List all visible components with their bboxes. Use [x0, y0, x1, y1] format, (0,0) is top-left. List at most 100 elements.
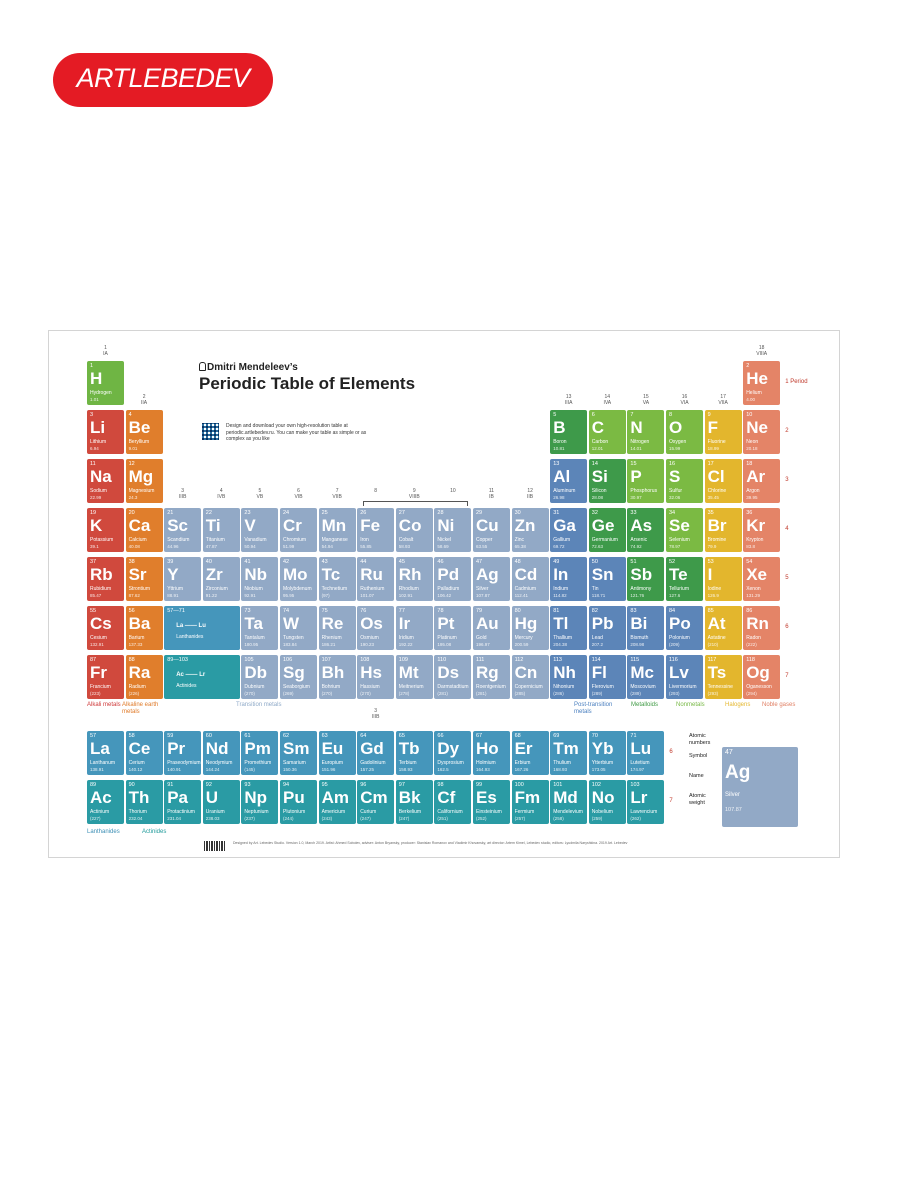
element-po[interactable]: 84 Po Polonium (209) [666, 606, 703, 650]
element-ag[interactable]: 47 Ag Silver 107.87 [473, 557, 510, 601]
artlebedev-logo[interactable]: ARTLEBEDEV [53, 53, 273, 107]
element-sc[interactable]: 21 Sc Scandium 44.96 [164, 508, 202, 552]
element-rb[interactable]: 37 Rb Rubidium 85.47 [87, 557, 124, 601]
element-ru[interactable]: 44 Ru Ruthenium 101.07 [357, 557, 395, 601]
element-n[interactable]: 7 N Nitrogen 14.01 [627, 410, 665, 454]
element-ge[interactable]: 32 Ge Germanium 72.63 [588, 508, 626, 552]
element-cr[interactable]: 24 Cr Chromium 51.99 [280, 508, 317, 552]
element-ts[interactable]: 117 Ts Tennessine (293) [704, 655, 742, 699]
element-hs[interactable]: 108 Hs Hassium (270) [357, 655, 395, 699]
element-fr[interactable]: 87 Fr Francium (223) [87, 655, 124, 699]
element-be[interactable]: 4 Be Beryllium 9.01 [125, 410, 163, 454]
element-lu[interactable]: 71 Lu Lutetium 174.97 [627, 731, 665, 775]
element-u[interactable]: 92 U Uranium 238.03 [202, 780, 240, 824]
element-db[interactable]: 105 Db Dubnium (270) [241, 655, 279, 699]
element-lv[interactable]: 116 Lv Livermorium (293) [666, 655, 703, 699]
element-rn[interactable]: 86 Rn Radon (222) [743, 606, 781, 650]
element-ds[interactable]: 110 Ds Darmstadtium (281) [434, 655, 472, 699]
element-mo[interactable]: 42 Mo Molybdenum 95.95 [280, 557, 317, 601]
element-sg[interactable]: 106 Sg Seaborgium (269) [280, 655, 317, 699]
element-cm[interactable]: 96 Cm Curium (247) [357, 780, 395, 824]
element-f[interactable]: 9 F Fluorine 18.99 [704, 410, 742, 454]
element-mc[interactable]: 115 Mc Moscovium (289) [627, 655, 665, 699]
element-pr[interactable]: 59 Pr Praseodymium 140.91 [164, 731, 202, 775]
element-in[interactable]: 49 In Indium 114.82 [550, 557, 588, 601]
element-te[interactable]: 52 Te Tellurium 127.6 [666, 557, 703, 601]
element-o[interactable]: 8 O Oxygen 15.99 [666, 410, 703, 454]
element-cl[interactable]: 17 Cl Chlorine 35.45 [704, 459, 742, 503]
element-k[interactable]: 19 K Potassium 39.1 [87, 508, 124, 552]
element-h[interactable]: 1 H Hydrogen 1.01 [87, 361, 124, 405]
element-pb[interactable]: 82 Pb Lead 207.2 [588, 606, 626, 650]
element-ho[interactable]: 67 Ho Holmium 164.93 [473, 731, 510, 775]
element-bk[interactable]: 97 Bk Berkelium (247) [395, 780, 433, 824]
element-au[interactable]: 79 Au Gold 196.97 [473, 606, 510, 650]
element-md[interactable]: 101 Md Mendelevium (258) [550, 780, 588, 824]
element-at[interactable]: 85 At Astatine (210) [704, 606, 742, 650]
element-zn[interactable]: 30 Zn Zinc 65.38 [511, 508, 549, 552]
element-tc[interactable]: 43 Tc Technetium (97) [318, 557, 356, 601]
element-th[interactable]: 90 Th Thorium 232.04 [125, 780, 163, 824]
element-pu[interactable]: 94 Pu Plutonium (244) [280, 780, 317, 824]
element-pa[interactable]: 91 Pa Protactinium 231.04 [164, 780, 202, 824]
element-ir[interactable]: 77 Ir Iridium 192.22 [395, 606, 433, 650]
element-ar[interactable]: 18 Ar Argon 39.95 [743, 459, 781, 503]
element-tm[interactable]: 69 Tm Thulium 168.93 [550, 731, 588, 775]
element-lr[interactable]: 103 Lr Lawrencium (262) [627, 780, 665, 824]
element-er[interactable]: 68 Er Erbium 167.26 [511, 731, 549, 775]
element-w[interactable]: 74 W Tungsten 183.84 [280, 606, 317, 650]
element-ac[interactable]: 89 Ac Actinium (227) [87, 780, 124, 824]
element-os[interactable]: 76 Os Osmium 190.23 [357, 606, 395, 650]
element-ne[interactable]: 10 Ne Neon 20.18 [743, 410, 781, 454]
element-cn[interactable]: 112 Cn Copernicium (285) [511, 655, 549, 699]
element-ra[interactable]: 88 Ra Radium (226) [125, 655, 163, 699]
element-pt[interactable]: 78 Pt Platinum 195.08 [434, 606, 472, 650]
element-cd[interactable]: 48 Cd Cadmium 112.41 [511, 557, 549, 601]
element-i[interactable]: 53 I Iodine 126.9 [704, 557, 742, 601]
element-sn[interactable]: 50 Sn Tin 118.71 [588, 557, 626, 601]
element-co[interactable]: 27 Co Cobalt 58.93 [395, 508, 433, 552]
element-kr[interactable]: 36 Kr Krypton 83.8 [743, 508, 781, 552]
element-fe[interactable]: 26 Fe Iron 55.85 [357, 508, 395, 552]
element-mg[interactable]: 12 Mg Magnesium 24.3 [125, 459, 163, 503]
element-cs[interactable]: 55 Cs Cesium 132.91 [87, 606, 124, 650]
element-b[interactable]: 5 B Boron 10.81 [550, 410, 588, 454]
element-he[interactable]: 2 He Helium 4.00 [743, 361, 781, 405]
element-no[interactable]: 102 No Nobelium (259) [588, 780, 626, 824]
element-hg[interactable]: 80 Hg Mercury 200.59 [511, 606, 549, 650]
element-ga[interactable]: 31 Ga Gallium 69.72 [550, 508, 588, 552]
element-rh[interactable]: 45 Rh Rhodium 102.91 [395, 557, 433, 601]
element-nh[interactable]: 113 Nh Nihonium (286) [550, 655, 588, 699]
element-bh[interactable]: 107 Bh Bohrium (270) [318, 655, 356, 699]
element-zr[interactable]: 40 Zr Zirconium 91.22 [202, 557, 240, 601]
element-al[interactable]: 13 Al Aluminum 26.98 [550, 459, 588, 503]
element-mt[interactable]: 109 Mt Meitnerium (278) [395, 655, 433, 699]
element-la[interactable]: 57 La Lanthanum 138.91 [87, 731, 124, 775]
element-og[interactable]: 118 Og Oganesson (294) [743, 655, 781, 699]
element-fm[interactable]: 100 Fm Fermium (257) [511, 780, 549, 824]
element-ti[interactable]: 22 Ti Titanium 47.87 [202, 508, 240, 552]
element-sb[interactable]: 51 Sb Antimony 121.76 [627, 557, 665, 601]
element-pm[interactable]: 61 Pm Promethium (145) [241, 731, 279, 775]
element-re[interactable]: 75 Re Rhenium 186.21 [318, 606, 356, 650]
element-p[interactable]: 15 P Phosphorus 30.97 [627, 459, 665, 503]
element-bi[interactable]: 83 Bi Bismuth 208.98 [627, 606, 665, 650]
element-si[interactable]: 14 Si Silicon 28.08 [588, 459, 626, 503]
element-ni[interactable]: 28 Ni Nickel 58.69 [434, 508, 472, 552]
element-na[interactable]: 11 Na Sodium 22.99 [87, 459, 124, 503]
element-li[interactable]: 3 Li Lithium 6.94 [87, 410, 124, 454]
element-se[interactable]: 34 Se Selenium 78.97 [666, 508, 703, 552]
element-rg[interactable]: 111 Rg Roentgenium (281) [473, 655, 510, 699]
element-es[interactable]: 99 Es Einsteinium (252) [473, 780, 510, 824]
element-tb[interactable]: 65 Tb Terbium 158.93 [395, 731, 433, 775]
element-eu[interactable]: 63 Eu Europium 151.96 [318, 731, 356, 775]
element-gd[interactable]: 64 Gd Gadolinium 157.25 [357, 731, 395, 775]
element-s[interactable]: 16 S Sulfur 32.06 [666, 459, 703, 503]
element-tl[interactable]: 81 Tl Thallium 204.38 [550, 606, 588, 650]
element-dy[interactable]: 66 Dy Dysprosium 162.5 [434, 731, 472, 775]
element-ca[interactable]: 20 Ca Calcium 40.08 [125, 508, 163, 552]
element-ta[interactable]: 73 Ta Tantalum 180.95 [241, 606, 279, 650]
element-ce[interactable]: 58 Ce Cerium 140.12 [125, 731, 163, 775]
element-c[interactable]: 6 C Carbon 12.01 [588, 410, 626, 454]
element-ba[interactable]: 56 Ba Barium 137.33 [125, 606, 163, 650]
